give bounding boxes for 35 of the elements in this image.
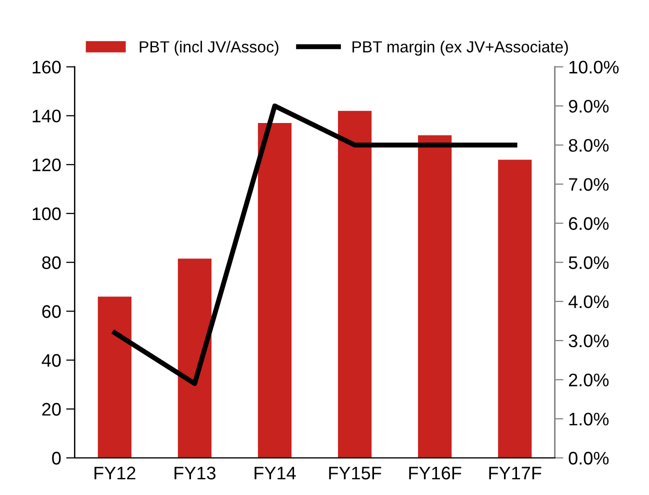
- x-tick-label: FY15F: [329, 466, 382, 480]
- y2-tick-label: 6.0%: [569, 217, 609, 230]
- x-tick-label: FY13: [174, 466, 216, 480]
- y-tick-label: 20: [42, 402, 61, 416]
- x-tick-label: FY12: [94, 466, 136, 480]
- y2-tick-label: 5.0%: [568, 256, 609, 270]
- y-tick-label: 60: [42, 305, 61, 318]
- line-series: [112, 104, 518, 386]
- y2-tick-label: 2.0%: [569, 374, 609, 386]
- y2-tick-label: 10.0%: [569, 60, 619, 74]
- y2-tick-label: 7.0%: [569, 178, 609, 191]
- bar: [178, 258, 212, 458]
- y-tick-label: 160: [32, 60, 61, 74]
- y-tick-label: 80: [42, 256, 61, 270]
- x-tick-label: FY14: [254, 466, 296, 480]
- y2-tick-label: 1.0%: [569, 412, 609, 426]
- x-tick-label: FY16F: [409, 466, 462, 480]
- y2-tick-label: 0.0%: [568, 452, 609, 465]
- bar: [418, 135, 452, 458]
- y-tick-label: 100: [32, 207, 61, 220]
- y-tick-label: 120: [32, 158, 61, 172]
- y-tick-label: 140: [32, 110, 61, 122]
- legend-label: PBT (incl JV/Assoc): [140, 40, 278, 56]
- y2-tick-label: 9.0%: [568, 100, 609, 113]
- y2-tick-label: 8.0%: [568, 138, 609, 152]
- bar: [338, 110, 372, 458]
- y2-tick-label: 3.0%: [568, 334, 609, 348]
- legend-label: PBT margin (ex JV+Associate): [352, 40, 568, 56]
- y-tick-label: 0: [52, 452, 61, 465]
- bar: [258, 123, 292, 458]
- bar: [98, 296, 132, 458]
- bar: [498, 160, 532, 458]
- x-tick-label: FY17F: [489, 466, 542, 480]
- y2-tick-label: 4.0%: [568, 295, 609, 308]
- y-tick-label: 40: [42, 354, 61, 367]
